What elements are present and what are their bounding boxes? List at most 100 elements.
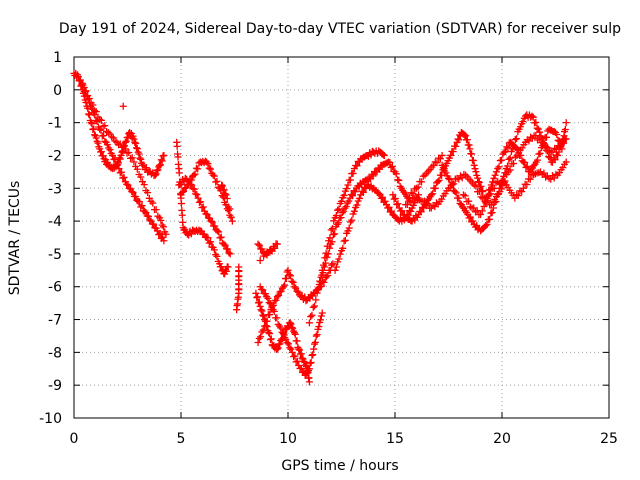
data-point xyxy=(233,306,241,314)
data-point xyxy=(424,200,432,208)
data-point xyxy=(536,128,544,136)
data-point xyxy=(120,173,128,181)
data-point xyxy=(137,155,145,163)
data-point xyxy=(456,199,464,207)
y-tick-label: -7 xyxy=(48,313,62,329)
data-point xyxy=(191,170,199,178)
data-point xyxy=(332,263,340,271)
data-point xyxy=(429,190,437,198)
y-tick-label: -8 xyxy=(48,345,62,361)
y-tick-label: -2 xyxy=(48,148,62,164)
data-point xyxy=(149,199,157,207)
data-point xyxy=(465,214,473,222)
data-point xyxy=(216,234,224,242)
data-point xyxy=(220,240,228,248)
data-point xyxy=(225,203,233,211)
y-tick-label: -9 xyxy=(48,378,62,394)
data-point xyxy=(190,171,198,179)
data-point xyxy=(205,239,213,247)
data-point xyxy=(482,222,490,230)
data-point xyxy=(264,294,272,302)
data-point xyxy=(328,261,336,269)
data-point xyxy=(269,301,277,309)
data-point xyxy=(504,162,512,170)
data-point xyxy=(228,217,236,225)
data-point xyxy=(489,204,497,212)
data-point xyxy=(407,207,415,215)
data-point xyxy=(255,334,263,342)
data-point xyxy=(135,150,143,158)
data-point xyxy=(286,319,294,327)
data-point xyxy=(109,151,117,159)
data-point xyxy=(174,153,182,161)
data-point xyxy=(503,143,511,151)
data-point xyxy=(156,229,164,237)
data-point xyxy=(224,245,232,253)
data-point xyxy=(545,153,553,161)
data-point xyxy=(287,272,295,280)
data-point xyxy=(254,299,262,307)
data-point xyxy=(471,165,479,173)
data-point xyxy=(287,320,295,328)
data-point xyxy=(209,171,217,179)
data-point xyxy=(345,224,353,232)
data-point xyxy=(284,266,292,274)
data-point xyxy=(532,118,540,126)
data-point xyxy=(317,278,325,286)
data-point xyxy=(552,170,560,178)
data-point xyxy=(117,151,125,159)
data-point xyxy=(317,312,325,320)
data-point xyxy=(407,198,415,206)
data-point xyxy=(455,136,463,144)
data-point xyxy=(438,171,446,179)
data-point xyxy=(121,138,129,146)
data-point xyxy=(282,274,290,282)
data-point xyxy=(221,190,229,198)
data-point xyxy=(92,108,100,116)
data-point xyxy=(353,201,361,209)
data-point xyxy=(486,215,494,223)
data-point xyxy=(445,174,452,182)
data-point xyxy=(227,213,235,221)
data-point xyxy=(273,314,281,322)
data-point xyxy=(489,178,497,186)
data-point xyxy=(152,170,160,178)
data-point xyxy=(132,139,140,147)
data-point xyxy=(469,156,477,164)
data-point xyxy=(483,192,491,200)
data-point xyxy=(215,228,223,236)
data-point xyxy=(347,191,355,199)
data-point xyxy=(137,173,145,181)
data-point xyxy=(551,156,559,164)
data-point xyxy=(431,184,439,192)
data-point xyxy=(180,187,188,195)
data-point xyxy=(90,125,98,133)
data-point xyxy=(474,174,482,182)
data-point xyxy=(514,192,522,200)
data-point xyxy=(97,116,105,124)
data-point xyxy=(465,141,473,149)
data-point xyxy=(222,191,230,199)
data-point xyxy=(160,151,168,159)
data-point xyxy=(162,230,170,238)
data-point xyxy=(375,189,383,197)
data-point xyxy=(218,181,226,189)
data-point xyxy=(288,348,296,356)
data-point xyxy=(495,190,503,198)
data-point xyxy=(492,168,500,176)
data-point xyxy=(326,244,334,252)
data-point xyxy=(431,158,439,166)
data-point xyxy=(267,306,275,314)
data-point xyxy=(255,298,263,306)
data-point xyxy=(140,181,148,189)
data-point xyxy=(536,149,544,157)
data-point xyxy=(307,359,315,367)
data-point xyxy=(200,230,208,238)
data-point xyxy=(530,162,538,170)
data-point xyxy=(335,219,343,227)
data-point xyxy=(213,227,221,235)
data-point xyxy=(268,302,276,310)
data-point xyxy=(494,165,502,173)
y-tick-label: -1 xyxy=(48,116,62,132)
